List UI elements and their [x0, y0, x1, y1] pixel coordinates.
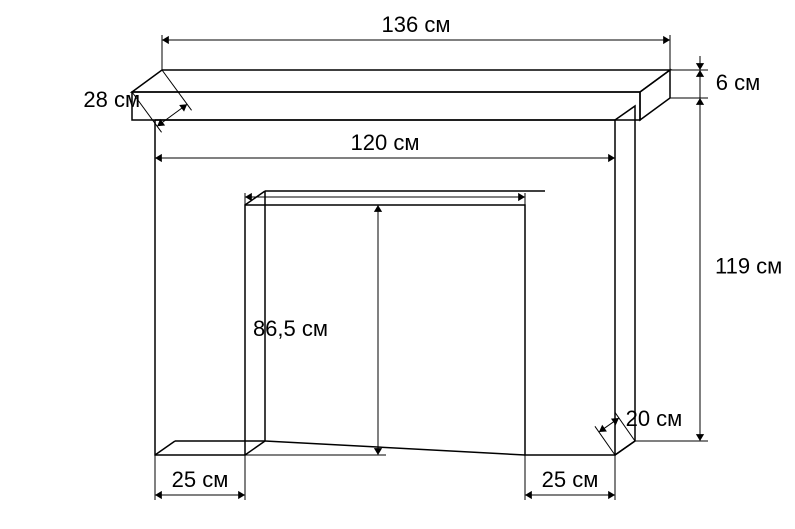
dim-depth: 28 см: [83, 87, 140, 112]
dim-top-width: 136 см: [382, 12, 451, 37]
dim-left-leg: 25 см: [172, 467, 229, 492]
dim-opening-height: 86,5 см: [253, 316, 328, 341]
dim-thickness: 6 см: [716, 70, 760, 95]
dim-total-height: 119 см: [715, 254, 782, 279]
dim-inner-width: 120 см: [351, 130, 420, 155]
dim-base-depth: 20 см: [626, 406, 683, 431]
dim-right-leg: 25 см: [542, 467, 599, 492]
